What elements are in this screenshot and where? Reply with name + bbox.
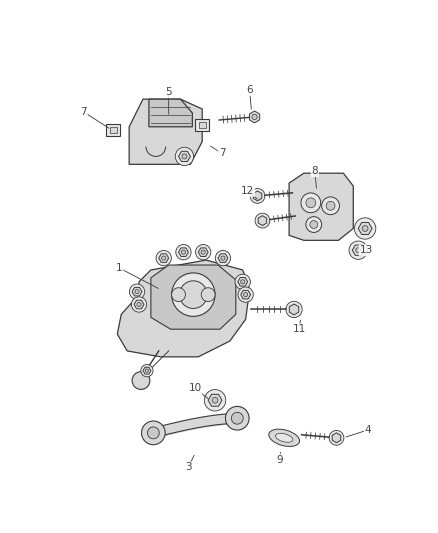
Circle shape — [231, 413, 243, 424]
Polygon shape — [352, 245, 364, 255]
Circle shape — [135, 289, 139, 294]
Polygon shape — [151, 265, 236, 329]
Polygon shape — [179, 151, 191, 161]
Polygon shape — [149, 99, 192, 127]
Circle shape — [195, 245, 211, 260]
Circle shape — [162, 256, 166, 260]
Text: 10: 10 — [189, 383, 202, 393]
Circle shape — [201, 288, 215, 302]
Circle shape — [145, 369, 148, 373]
Circle shape — [180, 281, 207, 309]
Text: 11: 11 — [292, 324, 306, 334]
Text: 6: 6 — [246, 85, 253, 95]
Circle shape — [176, 245, 191, 260]
Circle shape — [212, 398, 218, 403]
Circle shape — [172, 273, 215, 317]
FancyBboxPatch shape — [199, 122, 206, 128]
Circle shape — [362, 225, 368, 231]
Text: 8: 8 — [311, 166, 318, 176]
Circle shape — [201, 250, 205, 254]
Polygon shape — [241, 290, 251, 299]
Ellipse shape — [269, 429, 300, 447]
Polygon shape — [258, 216, 267, 225]
Polygon shape — [198, 248, 208, 256]
FancyBboxPatch shape — [106, 124, 120, 136]
Circle shape — [238, 287, 253, 302]
Circle shape — [148, 427, 159, 439]
Circle shape — [329, 430, 344, 445]
Circle shape — [321, 197, 339, 215]
Circle shape — [205, 390, 226, 411]
Circle shape — [235, 274, 251, 289]
Circle shape — [215, 251, 230, 266]
Circle shape — [255, 213, 270, 228]
FancyBboxPatch shape — [110, 127, 117, 133]
Circle shape — [240, 280, 245, 284]
Polygon shape — [249, 111, 260, 123]
Text: 7: 7 — [81, 107, 87, 117]
Circle shape — [310, 221, 318, 229]
Text: 12: 12 — [241, 186, 254, 196]
Circle shape — [131, 297, 147, 312]
Circle shape — [301, 193, 321, 213]
Circle shape — [141, 421, 165, 445]
Text: 7: 7 — [219, 149, 225, 158]
Text: 13: 13 — [360, 245, 373, 255]
Text: 5: 5 — [165, 87, 172, 97]
Circle shape — [306, 216, 321, 232]
Circle shape — [356, 248, 361, 253]
Polygon shape — [218, 254, 228, 262]
Circle shape — [349, 241, 367, 260]
Text: 1: 1 — [116, 263, 123, 273]
Circle shape — [306, 198, 316, 208]
Ellipse shape — [276, 433, 293, 442]
Circle shape — [252, 114, 257, 119]
Circle shape — [221, 256, 225, 260]
Polygon shape — [253, 191, 262, 201]
Text: 3: 3 — [185, 463, 192, 472]
Circle shape — [132, 372, 150, 390]
Polygon shape — [129, 99, 202, 164]
Polygon shape — [208, 394, 222, 406]
Polygon shape — [332, 433, 341, 443]
Polygon shape — [143, 367, 151, 374]
Circle shape — [286, 301, 302, 318]
Polygon shape — [358, 222, 372, 235]
Circle shape — [175, 147, 194, 166]
Polygon shape — [132, 287, 142, 296]
Polygon shape — [289, 173, 353, 240]
Polygon shape — [179, 248, 188, 256]
Polygon shape — [117, 260, 250, 357]
FancyBboxPatch shape — [195, 119, 209, 131]
Circle shape — [250, 189, 265, 203]
Circle shape — [182, 154, 187, 159]
Text: 9: 9 — [276, 455, 283, 465]
Circle shape — [172, 288, 185, 302]
Polygon shape — [134, 300, 144, 309]
Circle shape — [129, 284, 145, 300]
Circle shape — [181, 250, 186, 254]
Circle shape — [226, 406, 249, 430]
Polygon shape — [159, 254, 169, 262]
Polygon shape — [238, 278, 247, 286]
Polygon shape — [290, 304, 299, 315]
Circle shape — [141, 365, 153, 377]
Circle shape — [156, 251, 171, 266]
Circle shape — [326, 201, 335, 210]
Text: 4: 4 — [365, 425, 371, 435]
Circle shape — [244, 293, 248, 297]
Circle shape — [354, 218, 376, 239]
Circle shape — [137, 302, 141, 306]
